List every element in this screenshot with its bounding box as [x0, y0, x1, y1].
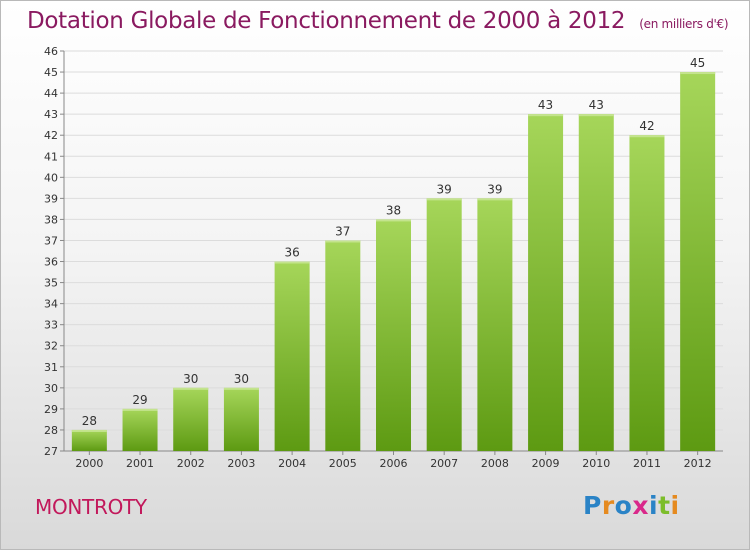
bar [223, 387, 259, 451]
logo-letter: i [670, 491, 680, 520]
bar [122, 408, 158, 451]
bar-highlight [173, 387, 209, 390]
commune-name: MONTROTY [35, 495, 147, 519]
y-tick-label: 33 [44, 319, 58, 332]
value-label: 45 [690, 56, 705, 70]
logo-letter: t [658, 491, 671, 520]
bar [325, 240, 361, 451]
bar [426, 198, 462, 451]
bar-highlight [426, 198, 462, 201]
bar-highlight [528, 114, 564, 117]
proxiti-logo[interactable]: Proxiti [583, 491, 680, 520]
bar [477, 198, 513, 451]
logo-letter: P [583, 491, 602, 520]
value-label: 43 [538, 98, 553, 112]
value-label: 36 [284, 246, 299, 260]
value-label: 29 [132, 393, 147, 407]
y-tick-label: 43 [44, 108, 58, 121]
bar-highlight [376, 219, 411, 222]
x-tick-label: 2012 [684, 457, 712, 470]
title-text: Dotation Globale de Fonctionnement de 20… [27, 8, 626, 34]
value-label: 30 [183, 372, 198, 386]
y-tick-label: 38 [44, 213, 58, 226]
value-label: 43 [589, 98, 604, 112]
x-tick-label: 2007 [430, 457, 458, 470]
logo-letter: i [649, 491, 659, 520]
bars [71, 72, 716, 452]
x-tick-label: 2004 [278, 457, 306, 470]
value-label: 42 [639, 119, 654, 133]
y-tick-label: 41 [44, 150, 58, 163]
bar-highlight [122, 408, 158, 411]
x-tick-label: 2003 [227, 457, 255, 470]
chart-subtitle: (en milliers d'€) [639, 17, 729, 31]
bar [173, 387, 209, 451]
y-tick-label: 36 [44, 256, 58, 269]
bar-highlight [325, 240, 361, 243]
x-tick-label: 2002 [177, 457, 205, 470]
bar-highlight [223, 387, 259, 390]
bar [680, 72, 716, 451]
y-tick-label: 45 [44, 66, 58, 79]
y-tick-label: 42 [44, 129, 58, 142]
bar-highlight [629, 135, 665, 138]
value-label: 28 [82, 414, 97, 428]
x-tick-label: 2009 [532, 457, 560, 470]
x-tick-label: 2010 [582, 457, 610, 470]
x-tick-label: 2011 [633, 457, 661, 470]
value-label: 37 [335, 224, 350, 238]
x-tick-label: 2001 [126, 457, 154, 470]
y-tick-label: 40 [44, 171, 58, 184]
value-label: 38 [386, 203, 401, 217]
y-tick-label: 44 [44, 87, 58, 100]
value-label: 39 [437, 182, 452, 196]
y-tick-label: 30 [44, 382, 58, 395]
y-tick-label: 39 [44, 192, 58, 205]
x-tick-label: 2008 [481, 457, 509, 470]
y-tick-label: 35 [44, 277, 58, 290]
bar-highlight [477, 198, 513, 201]
value-label: 30 [234, 372, 249, 386]
value-label: 39 [487, 182, 502, 196]
x-tick-label: 2005 [329, 457, 357, 470]
bar [274, 261, 310, 451]
bar [528, 114, 564, 451]
bar-highlight [578, 114, 614, 117]
logo-letter: x [632, 491, 649, 520]
bar [376, 219, 411, 451]
chart-title: Dotation Globale de Fonctionnement de 20… [27, 8, 729, 34]
y-tick-label: 34 [44, 298, 58, 311]
bar-highlight [274, 261, 310, 264]
labels: 28 2000 29 2001 30 2002 30 2003 36 2004 37 2005 38 20… [75, 56, 711, 470]
x-tick-label: 2006 [380, 457, 408, 470]
bar-highlight [71, 429, 107, 432]
y-tick-label: 29 [44, 403, 58, 416]
y-tick-label: 46 [44, 45, 58, 58]
logo-letter: r [601, 491, 615, 520]
y-tick-label: 31 [44, 361, 58, 374]
bar [578, 114, 614, 451]
logo-letter: o [614, 491, 633, 520]
bar [71, 429, 107, 451]
y-tick-label: 27 [44, 445, 58, 458]
x-tick-label: 2000 [75, 457, 103, 470]
y-tick-label: 32 [44, 340, 58, 353]
y-tick-label: 28 [44, 424, 58, 437]
y-tick-label: 37 [44, 234, 58, 247]
bar-highlight [680, 72, 716, 75]
bar [629, 135, 665, 452]
